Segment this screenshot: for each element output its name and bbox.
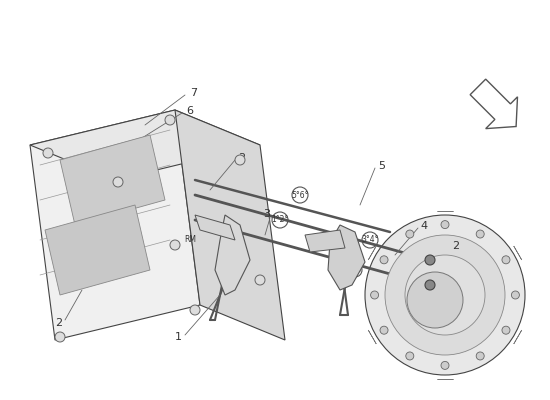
Polygon shape <box>368 330 376 344</box>
Text: 2: 2 <box>452 241 459 251</box>
Polygon shape <box>45 205 150 295</box>
Circle shape <box>425 255 435 265</box>
Circle shape <box>476 352 484 360</box>
Polygon shape <box>470 79 518 129</box>
Circle shape <box>55 332 65 342</box>
Polygon shape <box>514 330 522 344</box>
Circle shape <box>425 280 435 290</box>
Polygon shape <box>30 110 260 180</box>
Circle shape <box>365 215 525 375</box>
Circle shape <box>170 240 180 250</box>
Circle shape <box>502 256 510 264</box>
Circle shape <box>406 352 414 360</box>
Text: 4: 4 <box>420 221 427 231</box>
Polygon shape <box>175 110 285 340</box>
Text: 3: 3 <box>263 209 271 219</box>
Circle shape <box>235 155 245 165</box>
Circle shape <box>113 177 123 187</box>
Circle shape <box>385 235 505 355</box>
Text: 5°6°: 5°6° <box>292 190 309 200</box>
Circle shape <box>405 255 485 335</box>
Circle shape <box>255 275 265 285</box>
Polygon shape <box>305 230 345 252</box>
Polygon shape <box>368 246 376 260</box>
Text: 2: 2 <box>55 318 62 328</box>
Text: 2: 2 <box>238 153 245 163</box>
Text: 6: 6 <box>186 106 193 116</box>
Polygon shape <box>30 110 200 340</box>
Circle shape <box>190 305 200 315</box>
Text: RM: RM <box>184 236 196 244</box>
Text: 3°4°: 3°4° <box>361 236 379 244</box>
Circle shape <box>441 221 449 228</box>
Circle shape <box>512 291 519 299</box>
Circle shape <box>371 291 378 299</box>
Polygon shape <box>328 225 365 290</box>
Text: 1°2°: 1°2° <box>271 216 289 224</box>
Circle shape <box>380 326 388 334</box>
Circle shape <box>476 230 484 238</box>
Circle shape <box>441 362 449 370</box>
Polygon shape <box>195 215 235 240</box>
Circle shape <box>380 256 388 264</box>
Circle shape <box>407 272 463 328</box>
Circle shape <box>502 326 510 334</box>
Text: 7: 7 <box>190 88 197 98</box>
Circle shape <box>165 115 175 125</box>
Polygon shape <box>60 135 165 225</box>
Circle shape <box>43 148 53 158</box>
Polygon shape <box>514 246 522 260</box>
Text: 1: 1 <box>175 332 182 342</box>
Text: 5: 5 <box>378 161 385 171</box>
Polygon shape <box>215 215 250 295</box>
Text: RM: RM <box>349 266 361 274</box>
Circle shape <box>406 230 414 238</box>
